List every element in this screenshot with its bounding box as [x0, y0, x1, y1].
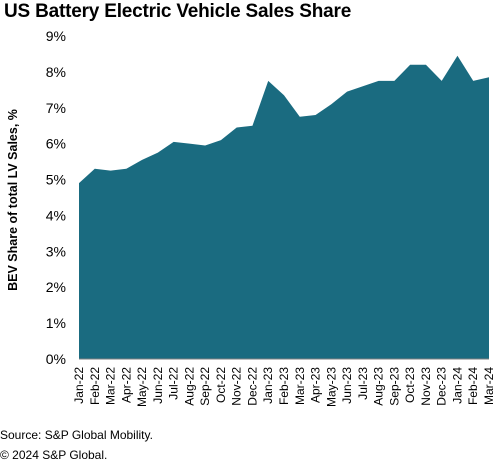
- chart-title: US Battery Electric Vehicle Sales Share: [4, 1, 352, 22]
- x-tick-label: Jan-23: [261, 367, 275, 404]
- x-tick-label: Dec-23: [435, 367, 449, 406]
- y-tick-label: 8%: [46, 64, 66, 80]
- y-tick-label: 4%: [46, 207, 66, 223]
- y-tick-label: 9%: [46, 28, 66, 44]
- y-tick-label: 3%: [46, 243, 66, 259]
- y-axis: 0% 1% 2% 3% 4% 5% 6% 7% 8% 9%: [46, 28, 66, 367]
- x-tick-label: Jul-22: [167, 367, 181, 400]
- x-tick-label: Sep-22: [198, 367, 212, 406]
- x-tick-label: Jan-24: [451, 367, 465, 404]
- x-tick-label: Apr-23: [309, 367, 323, 403]
- y-tick-label: 6%: [46, 136, 66, 152]
- x-tick-label: Nov-22: [230, 367, 244, 406]
- copyright-note: © 2024 S&P Global.: [0, 448, 108, 462]
- bev-share-area: [79, 55, 489, 360]
- y-tick-label: 2%: [46, 279, 66, 295]
- x-tick-label: Jun-22: [151, 367, 165, 404]
- x-tick-label: Feb-23: [277, 367, 291, 405]
- x-tick-label: Mar-22: [104, 367, 118, 405]
- y-axis-label: BEV Share of total LV Sales, %: [6, 109, 20, 291]
- source-note: Source: S&P Global Mobility.: [0, 428, 153, 442]
- x-tick-label: Jun-23: [340, 367, 354, 404]
- x-tick-label: Jan-22: [72, 367, 86, 404]
- x-tick-label: Sep-23: [387, 367, 401, 406]
- x-tick-label: Apr-22: [119, 367, 133, 403]
- x-axis: Jan-22 Feb-22 Mar-22 Apr-22 May-22 Jun-22 Jul-…: [72, 358, 496, 407]
- x-tick-label: May-23: [324, 367, 338, 407]
- x-tick-label: May-22: [135, 367, 149, 407]
- y-tick-label: 0%: [46, 351, 66, 367]
- y-tick-label: 1%: [46, 315, 66, 331]
- x-tick-label: Mar-23: [293, 367, 307, 405]
- plot-area: [79, 55, 489, 360]
- x-tick-label: Jul-23: [356, 367, 370, 400]
- x-tick-label: Feb-22: [88, 367, 102, 405]
- x-tick-label: Oct-22: [214, 367, 228, 403]
- x-tick-label: Aug-22: [182, 367, 196, 406]
- x-tick-label: Oct-23: [403, 367, 417, 403]
- x-tick-label: Mar-24: [482, 367, 496, 405]
- x-tick-label: Dec-22: [246, 367, 260, 406]
- x-tick-label: Nov-23: [419, 367, 433, 406]
- x-tick-label: Aug-23: [372, 367, 386, 406]
- y-tick-label: 7%: [46, 100, 66, 116]
- x-tick-label: Feb-24: [466, 367, 480, 405]
- y-tick-label: 5%: [46, 172, 66, 188]
